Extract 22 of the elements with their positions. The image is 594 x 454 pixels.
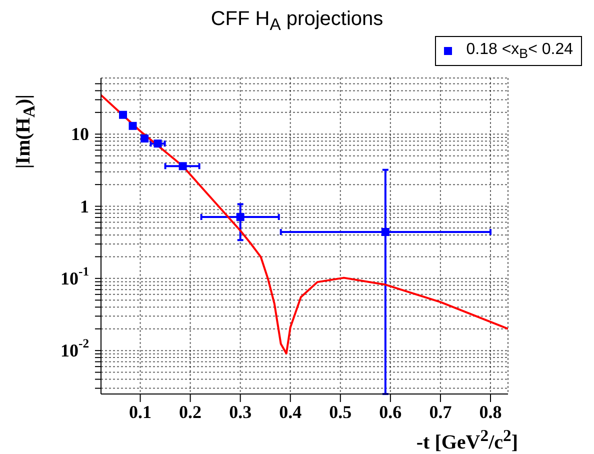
x-tick-label: 0.8 [479,402,502,422]
line-series [101,94,508,355]
point [128,122,137,130]
x-tick-label: 0.2 [179,402,202,422]
point [381,228,390,236]
point [154,140,162,148]
y-tick-label: 10$^{-2}$ [60,336,89,361]
legend-label: 0.18 <x$_{B}$< 0.24 [466,41,573,62]
y-tick-label: 1 [80,196,89,216]
x-tick-label: 0.4 [279,402,302,422]
x-tick-label: 0.5 [329,402,352,422]
chart-title: CFF H$_{A}$ projections [210,8,384,35]
x-axis-title: -t [GeV$^{2}$/c$^{2}$] [416,426,518,454]
point [178,162,187,170]
y-tick-label: 10 [71,124,89,144]
x-tick-label: 0.7 [429,402,452,422]
x-tick-label: 0.6 [379,402,402,422]
point [119,110,128,119]
point [236,213,244,222]
x-tick-label: 0.1 [129,402,152,422]
x-tick-label: 0.3 [229,402,252,422]
y-tick-label: 10$^{-1}$ [60,264,89,288]
